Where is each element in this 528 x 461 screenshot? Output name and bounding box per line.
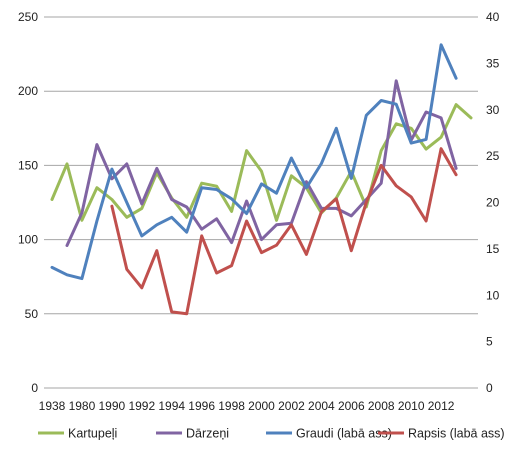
x-axis-tick-label: 1992 xyxy=(128,399,155,413)
x-axis-tick-label: 1998 xyxy=(218,399,245,413)
x-axis-tick-label: 2008 xyxy=(368,399,395,413)
x-axis-tick-label: 2000 xyxy=(248,399,275,413)
right-axis-tick-label: 10 xyxy=(486,288,500,302)
legend-label: Graudi (labā ass) xyxy=(296,427,392,441)
x-axis-tick-label: 1938 xyxy=(39,399,66,413)
x-axis-tick-label: 2012 xyxy=(428,399,455,413)
x-axis-tick-label: 1990 xyxy=(99,399,126,413)
left-axis-tick-label: 100 xyxy=(18,233,38,247)
x-axis-tick-label: 2006 xyxy=(338,399,365,413)
series-lines xyxy=(50,43,473,316)
right-axis-tick-label: 15 xyxy=(486,242,500,256)
left-axis-tick-label: 250 xyxy=(18,10,38,24)
right-axis-tick-label: 5 xyxy=(486,335,493,349)
left-axis-tick-label: 200 xyxy=(18,84,38,98)
right-axis-tick-label: 35 xyxy=(486,56,500,70)
legend-label: Rapsis (labā ass) xyxy=(408,427,505,441)
left-axis-tick-label: 0 xyxy=(31,381,38,395)
x-axis-tick-label: 2002 xyxy=(278,399,305,413)
right-axis-tick-label: 30 xyxy=(486,103,500,117)
x-axis-tick-label: 2010 xyxy=(398,399,425,413)
right-axis-tick-label: 40 xyxy=(486,10,500,24)
legend: Kartupeļi Dārzeņi Graudi (labā ass) Rapsis … xyxy=(38,427,505,441)
right-axis-tick-label: 0 xyxy=(486,381,493,395)
left-axis-tick-label: 50 xyxy=(25,307,39,321)
right-axis-tick-label: 25 xyxy=(486,149,500,163)
series-line-4 xyxy=(110,147,458,316)
legend-label: Kartupeļi xyxy=(68,427,117,441)
x-axis-tick-label: 1980 xyxy=(69,399,96,413)
x-axis-tick-label: 1994 xyxy=(158,399,185,413)
legend-label: Dārzeņi xyxy=(186,427,229,441)
series-line-3 xyxy=(50,43,458,281)
right-axis-tick-label: 20 xyxy=(486,196,500,210)
x-axis-tick-label: 1996 xyxy=(188,399,215,413)
left-axis-tick-label: 150 xyxy=(18,158,38,172)
series-line-2 xyxy=(65,79,458,247)
series-line-1 xyxy=(50,103,473,222)
x-axis-tick-label: 2004 xyxy=(308,399,335,413)
